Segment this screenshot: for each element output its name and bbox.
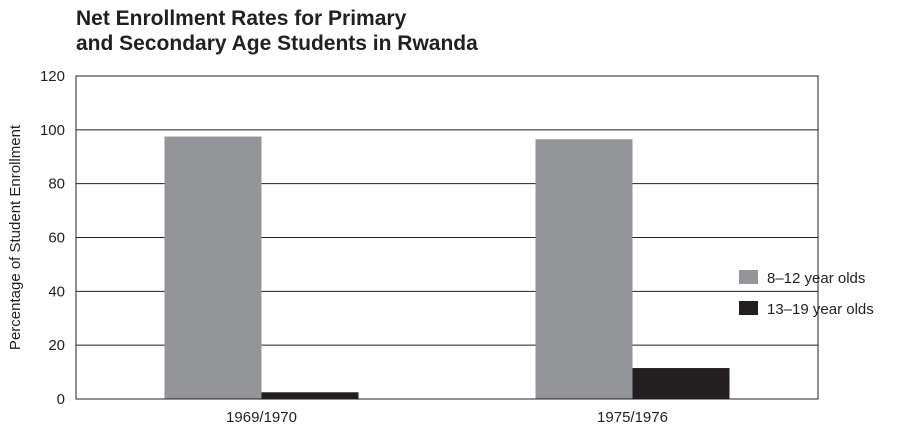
y-tick-label: 40 (48, 283, 65, 300)
y-axis-label: Percentage of Student Enrollment (7, 124, 24, 350)
y-tick-label: 20 (48, 337, 65, 354)
legend-label: 13–19 year olds (767, 301, 874, 318)
plot-frame (75, 75, 819, 400)
y-axis-ticks: 0 20 40 60 80 100 120 (40, 68, 65, 408)
bar (261, 392, 359, 399)
x-axis-labels: 1969/1970 1975/1976 (226, 409, 668, 426)
bar (632, 368, 730, 399)
y-tick-label: 0 (57, 391, 65, 408)
bars (164, 136, 730, 400)
legend-swatch (739, 270, 758, 284)
x-tick-label: 1975/1976 (597, 409, 668, 426)
chart-title: Net Enrollment Rates for Primary and Sec… (76, 6, 478, 56)
x-tick-label: 1969/1970 (226, 409, 297, 426)
y-tick-label: 120 (40, 68, 65, 85)
chart-title-line-1: Net Enrollment Rates for Primary (76, 7, 407, 30)
bar (535, 139, 633, 400)
chart-title-line-2: and Secondary Age Students in Rwanda (76, 32, 478, 55)
bar (164, 136, 262, 399)
y-tick-label: 60 (48, 230, 65, 247)
legend: 8–12 year olds 13–19 year olds (739, 270, 874, 318)
y-tick-label: 80 (48, 176, 65, 193)
legend-swatch (739, 301, 758, 315)
y-tick-label: 100 (40, 122, 65, 139)
legend-label: 8–12 year olds (767, 270, 865, 287)
